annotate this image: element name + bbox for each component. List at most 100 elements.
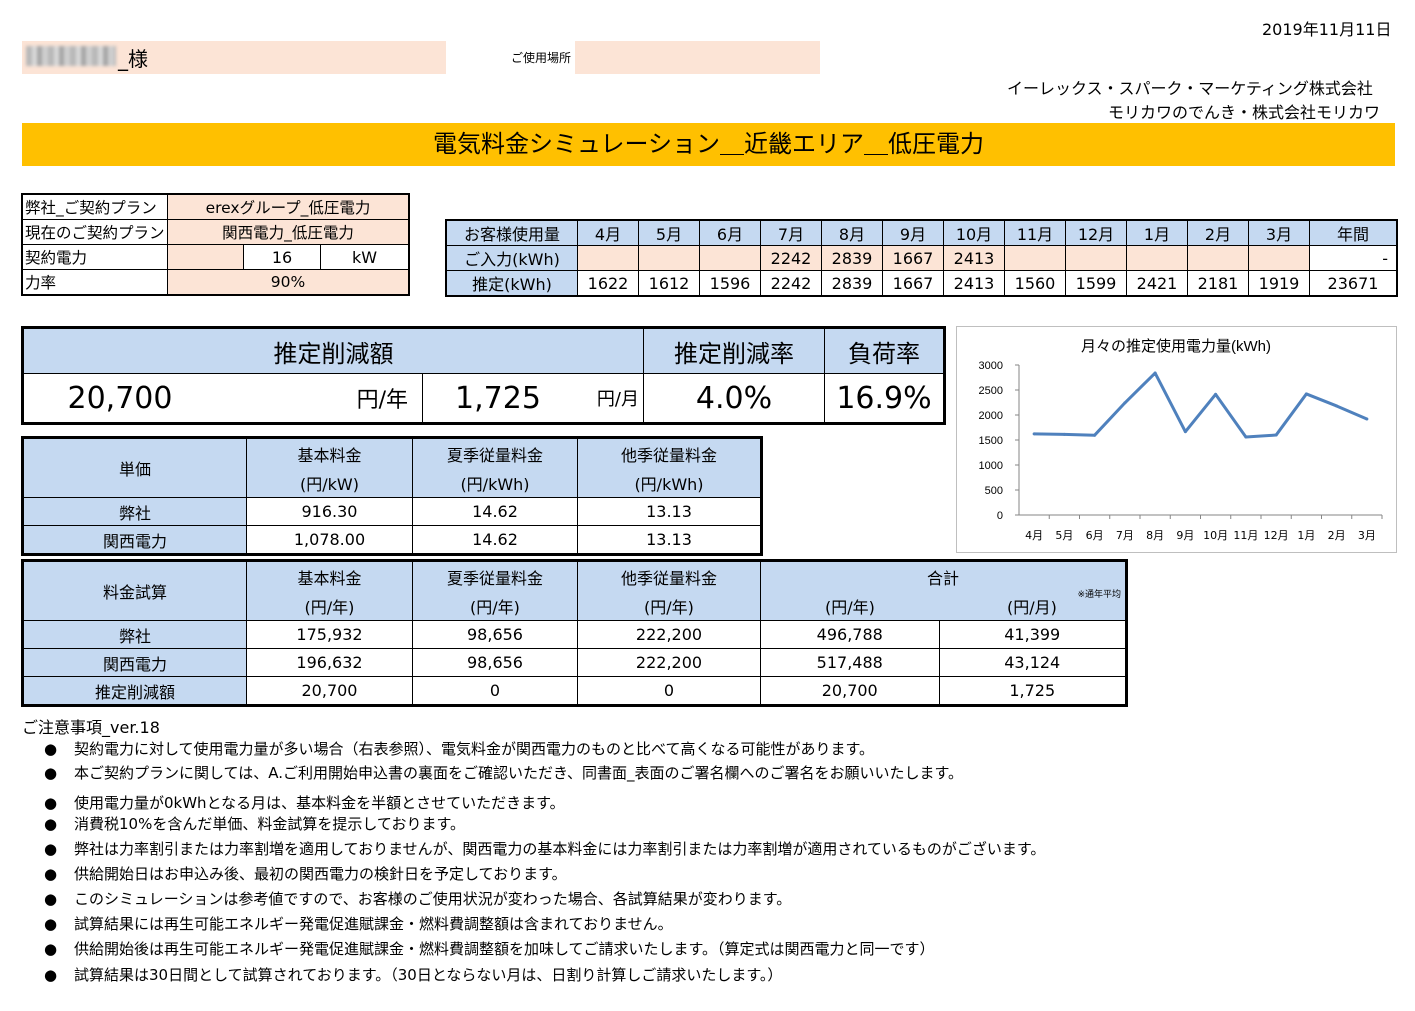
usage-input-cell: 1667 [882, 245, 944, 271]
usage-estimate-cell: 1667 [882, 270, 944, 297]
unit-cell: 916.30 [246, 497, 413, 526]
x-tick-label: 3月 [1358, 529, 1376, 542]
fee-header-total-month: (円/月) [1007, 597, 1057, 617]
usage-estimate-cell: 2421 [1126, 270, 1188, 297]
fee-cell: 517,488 [760, 648, 940, 677]
unit-header-basic: 基本料金 [246, 437, 413, 469]
chart-title: 月々の推定使用電力量(kWh) [1081, 338, 1271, 355]
note-item: ● 消費税10%を含んだ単価、料金試算を提示しております。 [44, 813, 465, 834]
note-text: 消費税10%を含んだ単価、料金試算を提示しております。 [74, 815, 465, 833]
savings-yearly: 20,700 [22, 373, 216, 424]
x-tick-label: 2月 [1328, 529, 1346, 542]
plan-value: 関西電力_低圧電力 [167, 219, 410, 245]
usage-estimate-cell: 1622 [577, 270, 639, 297]
unit-header-other: 他季従量料金 [577, 437, 762, 469]
usage-data-point [1123, 401, 1127, 405]
fee-cell: 222,200 [577, 648, 761, 677]
usage-month-header: 10月 [943, 219, 1005, 246]
savings-monthly-unit: 円/月 [573, 373, 644, 424]
usage-estimate-cell: 2839 [821, 270, 883, 297]
usage-month-header: 5月 [638, 219, 700, 246]
bullet-icon: ● [44, 740, 58, 758]
usage-data-point [1183, 430, 1187, 434]
fee-header-total-month-cell: (円/月) ※通年平均 [939, 590, 1127, 622]
usage-input-label: ご入力(kWh) [445, 245, 578, 271]
fee-cell: 98,656 [412, 648, 578, 677]
unit-cell: 13.13 [577, 525, 762, 555]
plan-row: 契約電力 16 kW [21, 244, 410, 270]
fee-cell: 41,399 [938, 620, 1127, 649]
unit-price-table: 単価 基本料金 夏季従量料金 他季従量料金 (円/kW) (円/kWh) (円/… [21, 436, 763, 556]
usage-month-header: 1月 [1126, 219, 1188, 246]
y-tick-label: 0 [997, 510, 1003, 522]
fee-cell: 20,700 [760, 676, 940, 706]
bullet-icon: ● [44, 815, 58, 833]
fee-header-other-unit: (円/年) [577, 591, 761, 622]
note-text: 契約電力に対して使用電力量が多い場合（右表参照）、電気料金が関西電力のものと比べ… [74, 740, 874, 758]
fee-title: 料金試算 [22, 560, 247, 621]
fee-cell: 43,124 [938, 648, 1127, 677]
fee-cell: 0 [577, 676, 761, 706]
usage-chart: 月々の推定使用電力量(kWh) 0 500 1000 1500 2000 2500 3000… [956, 326, 1397, 553]
usage-data-point [1304, 392, 1308, 396]
plan-row: 力率 90% [21, 269, 410, 296]
usage-estimate-label: 推定(kWh) [445, 270, 578, 297]
unit-row-label: 弊社 [22, 497, 247, 526]
location-field [575, 41, 820, 74]
customer-name-redacted [26, 46, 116, 66]
usage-data-point [1153, 371, 1157, 375]
usage-month-header: 12月 [1065, 219, 1127, 246]
contract-power-cells: 16 kW [167, 244, 410, 270]
usage-month-header: 9月 [882, 219, 944, 246]
table-row: 弊社 916.30 14.62 13.13 [22, 497, 762, 526]
y-tick-label: 500 [985, 485, 1003, 497]
usage-data-point [1335, 404, 1339, 408]
contract-power-unit: kW [320, 245, 408, 269]
usage-month-header: 年間 [1309, 219, 1398, 246]
unit-header-summer-unit: (円/kWh) [412, 468, 578, 499]
contract-power-text: 契約電力 [25, 249, 88, 267]
x-tick-label: 7月 [1116, 529, 1134, 542]
fee-header-total-year: (円/年) [760, 591, 939, 622]
fee-cell: 20,700 [246, 676, 413, 706]
bullet-icon: ● [44, 940, 58, 958]
x-tick-label: 8月 [1146, 529, 1164, 542]
usage-month-header: 8月 [821, 219, 883, 246]
y-tick-label: 3000 [979, 360, 1003, 372]
company-name-2: モリカワのでんき・株式会社モリカワ [1108, 103, 1381, 122]
usage-estimate-cell: 2242 [760, 270, 822, 297]
bullet-icon: ● [44, 764, 58, 782]
savings-monthly: 1,725 [422, 373, 573, 424]
usage-data-point [1365, 417, 1369, 421]
usage-input-cell [577, 245, 639, 271]
fee-header-other: 他季従量料金 [577, 560, 761, 592]
note-item: ● このシミュレーションは参考値ですので、お客様のご使用状況が変わった場合、各試算… [44, 888, 791, 909]
plan-row: 弊社_ご契約プラン erexグループ_低圧電力 [21, 193, 410, 220]
fee-table: 料金試算 基本料金 夏季従量料金 他季従量料金 合計 (円/年) (円/年) (… [21, 559, 1128, 707]
usage-input-cell [1126, 245, 1188, 271]
fee-header-note: ※通年平均 [1077, 590, 1121, 601]
fee-cell: 222,200 [577, 620, 761, 649]
fee-row-label: 推定削減額 [22, 676, 247, 706]
company-name-1: イーレックス・スパーク・マーケティング株式会社 [1007, 79, 1373, 98]
usage-input-cell [1004, 245, 1066, 271]
note-text: 供給開始後は再生可能エネルギー発電促進賦課金・燃料費調整額を加味してご請求いたし… [74, 940, 935, 958]
usage-estimate-cell: 1919 [1248, 270, 1310, 297]
page-title: 電気料金シミュレーション＿近畿エリア＿低圧電力 [432, 130, 985, 158]
customer-honorific: _様 [118, 47, 148, 71]
usage-estimate-cell: 2181 [1187, 270, 1249, 297]
bullet-icon: ● [44, 794, 58, 812]
table-row: 弊社 175,932 98,656 222,200 496,788 41,399 [22, 620, 1127, 649]
unit-cell: 14.62 [412, 497, 578, 526]
note-item: ● 弊社は力率割引または力率割増を適用しておりませんが、関西電力の基本料金には力率… [44, 838, 1045, 859]
fee-header-total: 合計 [760, 560, 1127, 592]
note-text: このシミュレーションは参考値ですので、お客様のご使用状況が変わった場合、各試算結… [74, 890, 792, 908]
usage-month-header: 4月 [577, 219, 639, 246]
usage-data-point [1214, 392, 1218, 396]
fee-row-label: 弊社 [22, 620, 247, 649]
usage-input-cell [1187, 245, 1249, 271]
x-tick-label: 11月 [1233, 529, 1258, 542]
savings-table: 推定削減額 推定削減率 負荷率 20,700 円/年 1,725 円/月 4.0… [21, 326, 946, 425]
usage-estimate-cell: 1612 [638, 270, 700, 297]
x-tick-label: 6月 [1086, 529, 1104, 542]
